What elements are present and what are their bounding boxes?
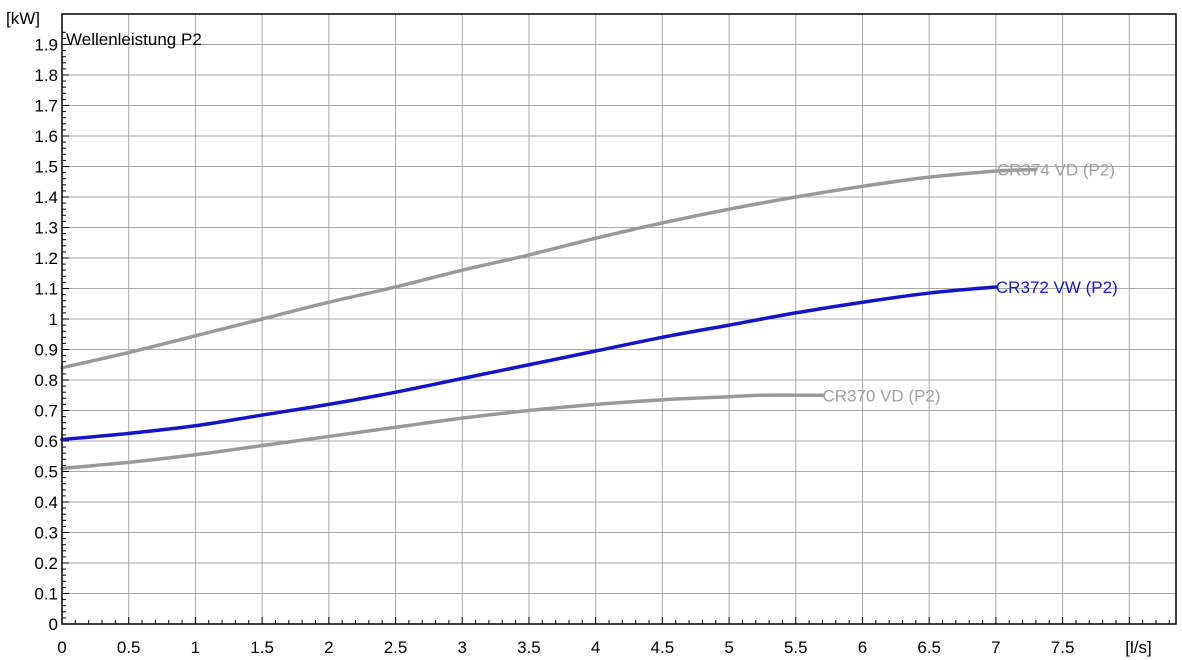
y-tick-label: 0.4: [34, 493, 58, 512]
series-lines: [60, 167, 1038, 471]
y-tick-label: 0.8: [34, 371, 58, 390]
x-tick-label: 5: [724, 638, 733, 657]
y-tick-label: 0.6: [34, 432, 58, 451]
x-tick-label: 4.5: [651, 638, 675, 657]
chart-title: Wellenleistung P2: [66, 30, 202, 49]
x-tick-label: 0.5: [117, 638, 141, 657]
x-tick-label: 7: [991, 638, 1000, 657]
x-tick-label: 3: [458, 638, 467, 657]
y-tick-label: 0.2: [34, 554, 58, 573]
series-labels: CR374 VD (P2) CR372 VW (P2) CR370 VD (P2): [822, 161, 1117, 406]
y-tick-label: 1.3: [34, 219, 58, 238]
y-tick-label: 1.6: [34, 127, 58, 146]
x-tick-label: 4: [591, 638, 600, 657]
y-tick-labels: 0 0.1 0.2 0.3 0.4 0.5 0.6 0.7 0.8 0.9 1 1.1 1.2 1.3 1.…: [34, 36, 58, 635]
series-label-2: CR370 VD (P2): [822, 386, 940, 405]
series-label-0: CR374 VD (P2): [997, 161, 1115, 180]
y-tick-label: 0.3: [34, 524, 58, 543]
y-tick-label: 1.4: [34, 188, 58, 207]
x-tick-labels: 0 0.5 1 1.5 2 2.5 3 3.5 4 4.5 5 5.5 6 6.5 7 7.5: [57, 638, 1074, 657]
series-label-1: CR372 VW (P2): [996, 278, 1118, 297]
y-tick-label: 1.1: [34, 280, 58, 299]
y-tick-label: 1.9: [34, 36, 58, 55]
x-tick-label: 1.5: [250, 638, 274, 657]
y-axis-unit-label: [kW]: [6, 9, 40, 28]
x-tick-label: 6: [858, 638, 867, 657]
y-tick-label: 0.1: [34, 585, 58, 604]
y-tick-label: 1.7: [34, 97, 58, 116]
series-line-1: [60, 285, 998, 442]
x-axis-unit-label: [l/s]: [1125, 638, 1151, 657]
y-tick-label: 1.5: [34, 158, 58, 177]
y-tick-label: 1: [49, 310, 58, 329]
y-tick-label: 0.9: [34, 341, 58, 360]
x-tick-label: 5.5: [784, 638, 808, 657]
y-tick-label: 1.8: [34, 66, 58, 85]
x-tick-label: 2.5: [384, 638, 408, 657]
series-line-0: [60, 167, 1038, 370]
series-line-2: [60, 393, 825, 471]
x-tick-label: 1: [191, 638, 200, 657]
y-tick-label: 0.7: [34, 402, 58, 421]
plot-frame: [61, 13, 1177, 625]
y-tick-label: 0: [49, 615, 58, 634]
x-tick-label: 0: [57, 638, 66, 657]
y-tick-label: 0.5: [34, 463, 58, 482]
y-tick-label: 1.2: [34, 249, 58, 268]
x-tick-label: 6.5: [917, 638, 941, 657]
x-tick-label: 3.5: [517, 638, 541, 657]
grid-lines: [62, 14, 1176, 624]
x-tick-label: 7.5: [1051, 638, 1075, 657]
x-tick-label: 2: [324, 638, 333, 657]
